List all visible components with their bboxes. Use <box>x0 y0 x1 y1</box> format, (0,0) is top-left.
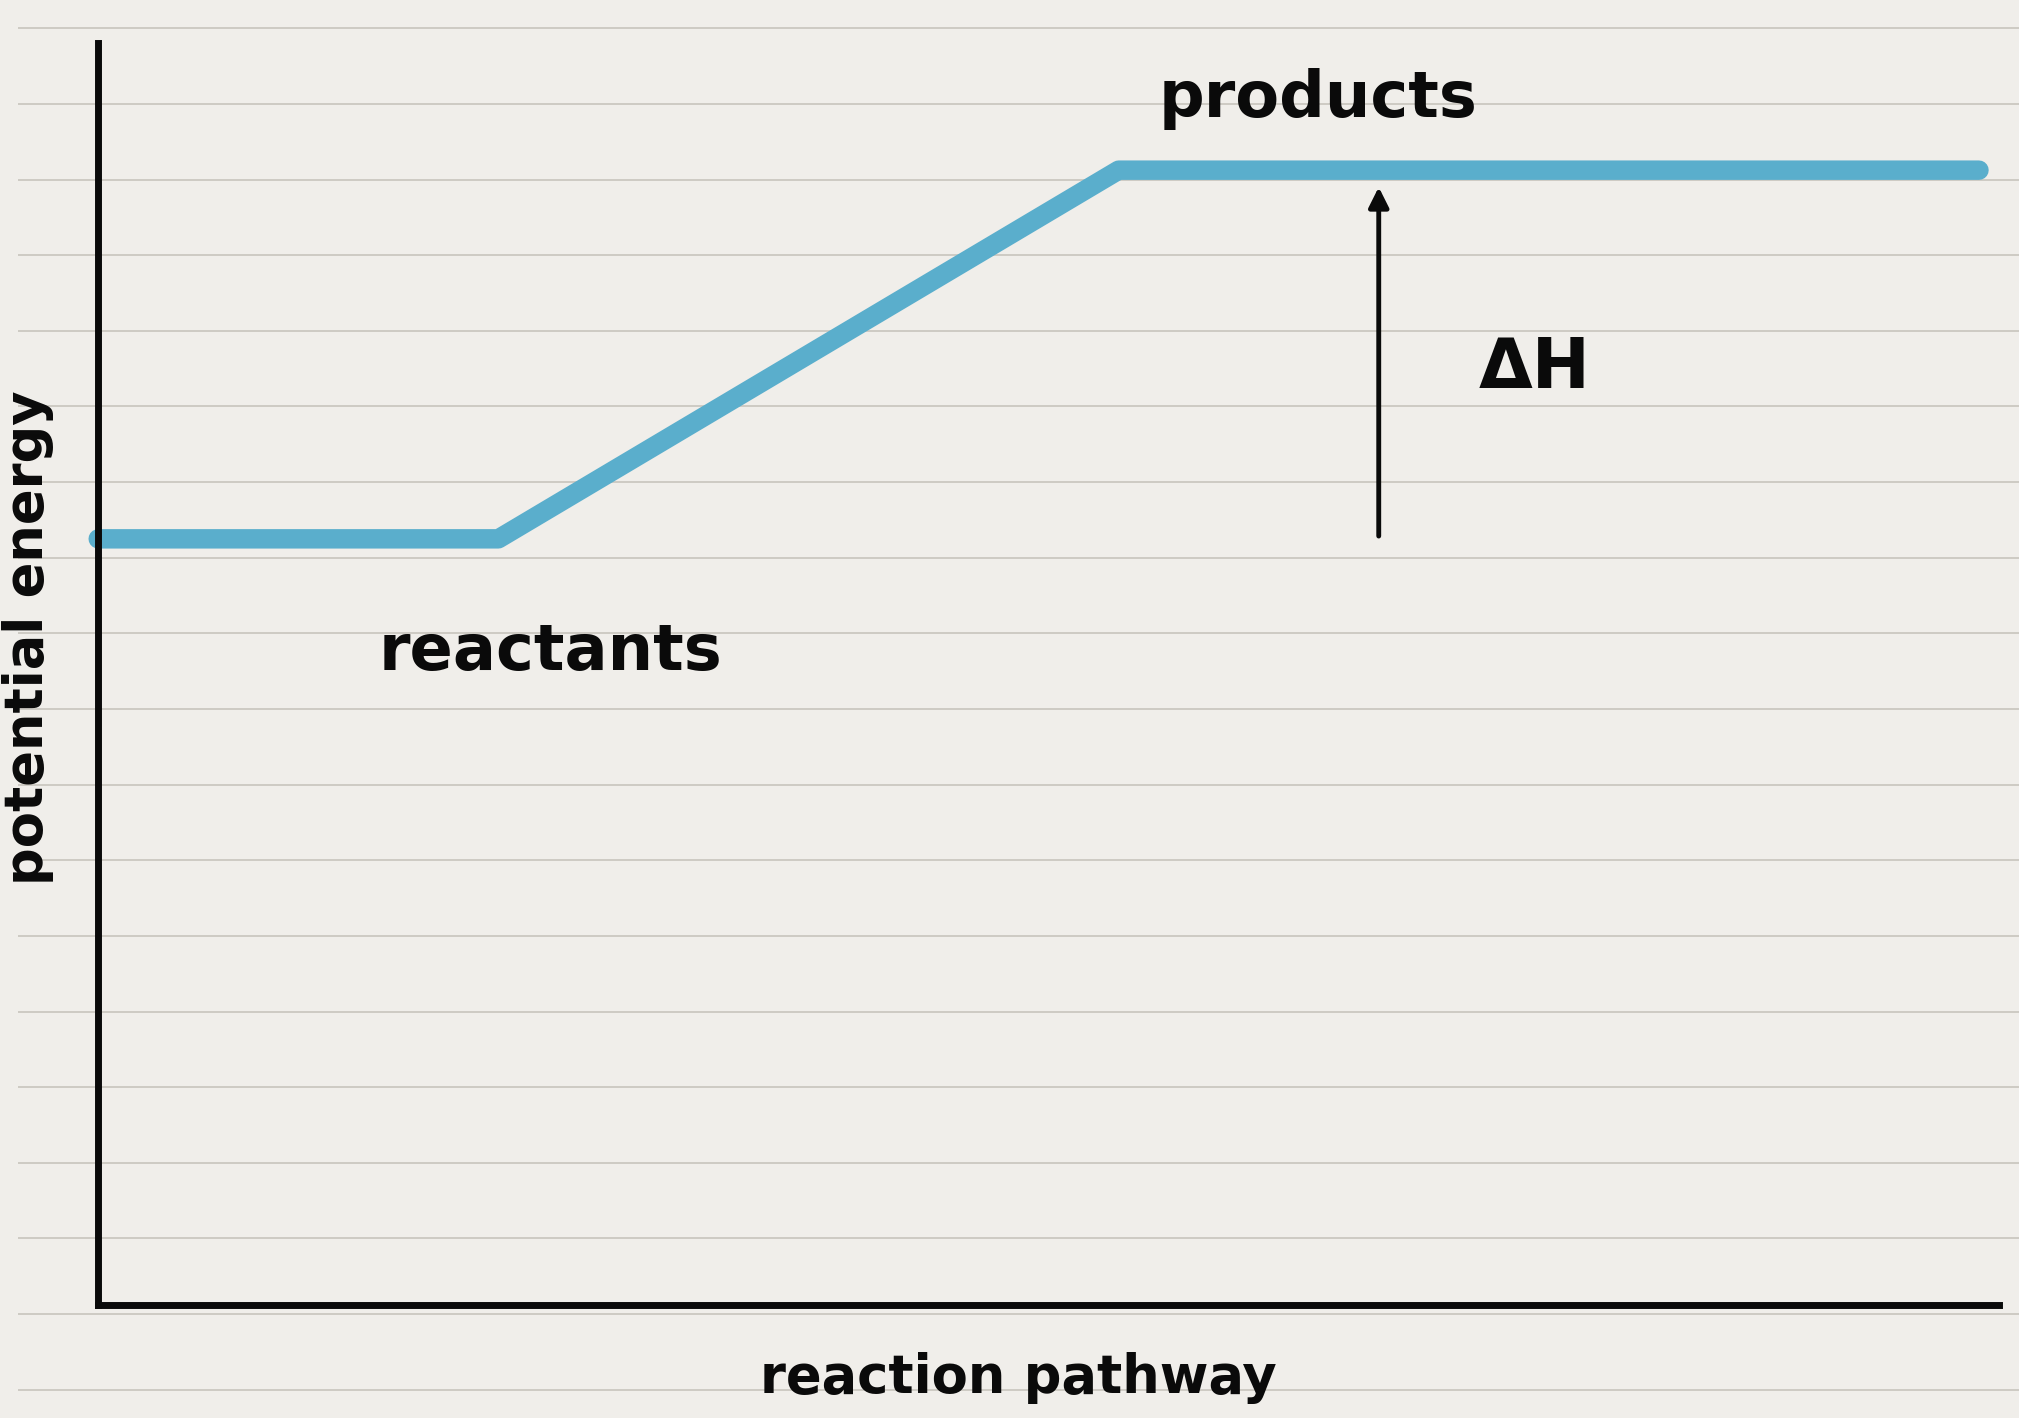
Text: reaction pathway: reaction pathway <box>761 1351 1276 1404</box>
Text: reactants: reactants <box>378 621 723 683</box>
Text: products: products <box>1159 68 1478 130</box>
Text: potential energy: potential energy <box>2 391 55 885</box>
Text: ΔH: ΔH <box>1478 335 1591 403</box>
